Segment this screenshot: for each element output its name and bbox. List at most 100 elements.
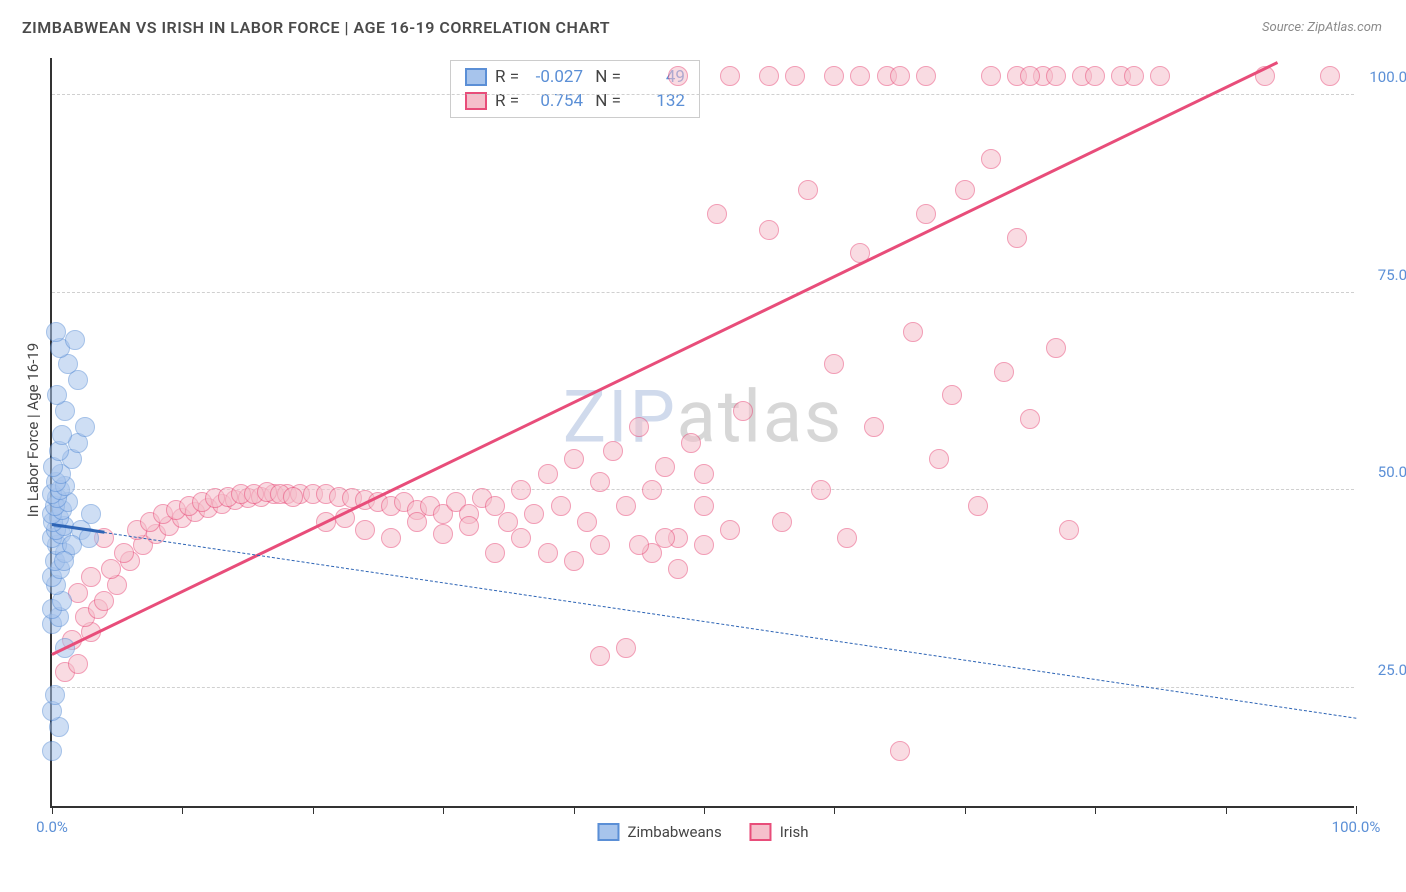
source-attribution: Source: ZipAtlas.com <box>1262 20 1382 35</box>
data-point-irish <box>1085 66 1105 86</box>
data-point-irish <box>1020 66 1040 86</box>
data-point-irish <box>824 66 844 86</box>
data-point-irish <box>720 520 740 540</box>
data-point-irish <box>616 638 636 658</box>
data-point-irish <box>590 646 610 666</box>
data-point-irish <box>955 180 975 200</box>
stats-row-irish: R = 0.754 N = 132 <box>451 89 699 113</box>
data-point-irish <box>655 528 675 548</box>
data-point-irish <box>916 204 936 224</box>
x-tick <box>313 806 314 814</box>
data-point-irish <box>1320 66 1340 86</box>
data-point-irish <box>407 512 427 532</box>
data-point-irish <box>538 543 558 563</box>
data-point-irish <box>655 457 675 477</box>
data-point-irish <box>68 654 88 674</box>
data-point-zimbabweans <box>81 504 101 524</box>
watermark-part2: atlas <box>677 375 844 460</box>
x-tick <box>52 806 53 814</box>
data-point-irish <box>733 401 753 421</box>
x-tick <box>1226 806 1227 814</box>
data-point-irish <box>890 741 910 761</box>
legend-item: Zimbabweans <box>597 823 721 841</box>
stats-n-label: N = <box>591 67 621 87</box>
data-point-irish <box>101 559 121 579</box>
data-point-irish <box>283 487 303 507</box>
data-point-irish <box>1124 66 1144 86</box>
x-tick <box>965 806 966 814</box>
data-point-irish <box>903 322 923 342</box>
x-tick <box>1095 806 1096 814</box>
data-point-irish <box>981 66 1001 86</box>
data-point-irish <box>694 464 714 484</box>
data-point-zimbabweans <box>47 385 67 405</box>
data-point-zimbabweans <box>75 417 95 437</box>
data-point-irish <box>433 524 453 544</box>
x-tick-label: 0.0% <box>36 818 68 836</box>
x-tick <box>1356 806 1357 814</box>
data-point-irish <box>668 559 688 579</box>
data-point-irish <box>459 516 479 536</box>
data-point-irish <box>1150 66 1170 86</box>
data-point-irish <box>629 417 649 437</box>
y-tick-label: 75.0% <box>1378 266 1406 284</box>
y-tick-label: 50.0% <box>1378 463 1406 481</box>
data-point-zimbabweans <box>52 425 72 445</box>
y-tick-label: 100.0% <box>1369 68 1406 86</box>
y-axis-label: In Labor Force | Age 16-19 <box>24 343 42 517</box>
data-point-zimbabweans <box>65 330 85 350</box>
data-point-irish <box>1007 228 1027 248</box>
stats-row-zimbabweans: R = -0.027 N = 49 <box>451 65 699 89</box>
data-point-irish <box>564 551 584 571</box>
data-point-zimbabweans <box>45 685 65 705</box>
trend-line <box>104 532 1356 719</box>
data-point-irish <box>381 528 401 548</box>
data-point-irish <box>524 504 544 524</box>
data-point-irish <box>1020 409 1040 429</box>
x-tick <box>443 806 444 814</box>
data-point-irish <box>837 528 857 548</box>
data-point-zimbabweans <box>54 551 74 571</box>
x-tick <box>834 806 835 814</box>
data-point-irish <box>355 520 375 540</box>
legend-swatch <box>597 823 619 841</box>
data-point-irish <box>772 512 792 532</box>
stats-swatch-zimbabweans <box>465 68 487 86</box>
data-point-irish <box>850 66 870 86</box>
data-point-irish <box>694 535 714 555</box>
data-point-irish <box>564 449 584 469</box>
data-point-irish <box>798 180 818 200</box>
data-point-irish <box>668 66 688 86</box>
x-tick <box>182 806 183 814</box>
data-point-irish <box>720 66 740 86</box>
legend-swatch <box>750 823 772 841</box>
data-point-irish <box>811 480 831 500</box>
data-point-irish <box>590 535 610 555</box>
trend-line <box>51 61 1278 656</box>
data-point-irish <box>694 496 714 516</box>
data-point-irish <box>511 528 531 548</box>
data-point-irish <box>616 496 636 516</box>
data-point-irish <box>603 441 623 461</box>
chart-container: ZIMBABWEAN VS IRISH IN LABOR FORCE | AGE… <box>0 0 1406 892</box>
plot-area: ZIPatlas R = -0.027 N = 49 R = 0.754 N =… <box>50 58 1354 808</box>
data-point-irish <box>577 512 597 532</box>
data-point-irish <box>942 385 962 405</box>
data-point-irish <box>538 464 558 484</box>
x-tick <box>704 806 705 814</box>
data-point-irish <box>968 496 988 516</box>
data-point-irish <box>590 472 610 492</box>
data-point-irish <box>864 417 884 437</box>
legend-label: Irish <box>780 823 809 841</box>
data-point-irish <box>511 480 531 500</box>
data-point-irish <box>785 66 805 86</box>
data-point-irish <box>981 149 1001 169</box>
data-point-irish <box>824 354 844 374</box>
data-point-irish <box>94 591 114 611</box>
chart-title: ZIMBABWEAN VS IRISH IN LABOR FORCE | AGE… <box>22 18 610 37</box>
data-point-zimbabweans <box>42 741 62 761</box>
data-point-irish <box>642 480 662 500</box>
data-point-irish <box>707 204 727 224</box>
data-point-irish <box>485 543 505 563</box>
data-point-irish <box>81 567 101 587</box>
